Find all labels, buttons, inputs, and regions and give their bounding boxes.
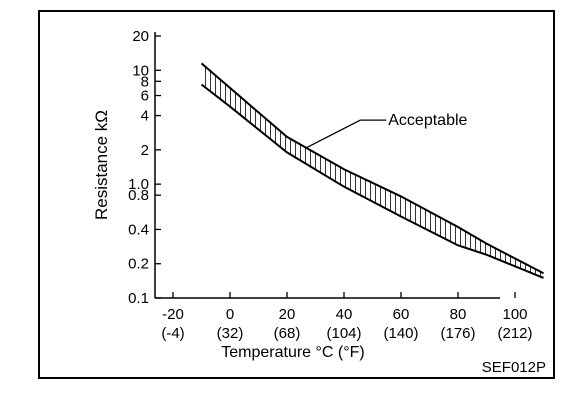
x-tick-sublabel: (32) [217, 325, 244, 342]
y-tick-label: 10 [132, 62, 149, 79]
x-tick-sublabel: (104) [326, 325, 361, 342]
acceptable-band [200, 62, 544, 279]
x-tick-label: 20 [279, 306, 296, 323]
y-tick-label: 6 [141, 88, 149, 105]
y-axis-label: Resistance kΩ [92, 110, 111, 220]
y-tick-label: 0.2 [128, 256, 149, 273]
annotation-label: Acceptable [388, 112, 467, 129]
figure-frame: 20 10 8 6 4 2 1.0 0.8 0.4 0.2 0.1 -20 (-4) 0 (32) 20 (68… [38, 10, 555, 379]
lower-limit-curve [200, 83, 544, 279]
y-tick-label: 0.4 [128, 221, 149, 238]
x-axis-label: Temperature °C (°F) [221, 344, 365, 361]
annotation-leader-line [306, 119, 387, 149]
x-tick-sublabel: (176) [440, 325, 475, 342]
x-tick-sublabel: (-4) [161, 325, 184, 342]
x-tick-label: 80 [450, 306, 467, 323]
x-tick-label: -20 [162, 306, 184, 323]
x-tick-label: 40 [336, 306, 353, 323]
y-tick-label: 8 [141, 73, 149, 90]
x-tick-sublabel: (212) [497, 325, 532, 342]
y-tick-label: 20 [132, 28, 149, 45]
x-tick-label: 100 [502, 306, 527, 323]
x-tick-label: 60 [393, 306, 410, 323]
y-tick-label: 4 [141, 108, 149, 125]
x-tick-sublabel: (68) [274, 325, 301, 342]
y-tick-label: 0.8 [128, 187, 149, 204]
y-tick-label: 0.1 [128, 290, 149, 307]
x-tick-sublabel: (140) [383, 325, 418, 342]
x-tick-label: 0 [226, 306, 234, 323]
upper-limit-curve [200, 62, 544, 275]
annotation: Acceptable [306, 112, 468, 149]
y-tick-label: 1.0 [128, 176, 149, 193]
y-tick-label: 2 [141, 142, 149, 159]
figure-id: SEF012P [481, 359, 546, 376]
